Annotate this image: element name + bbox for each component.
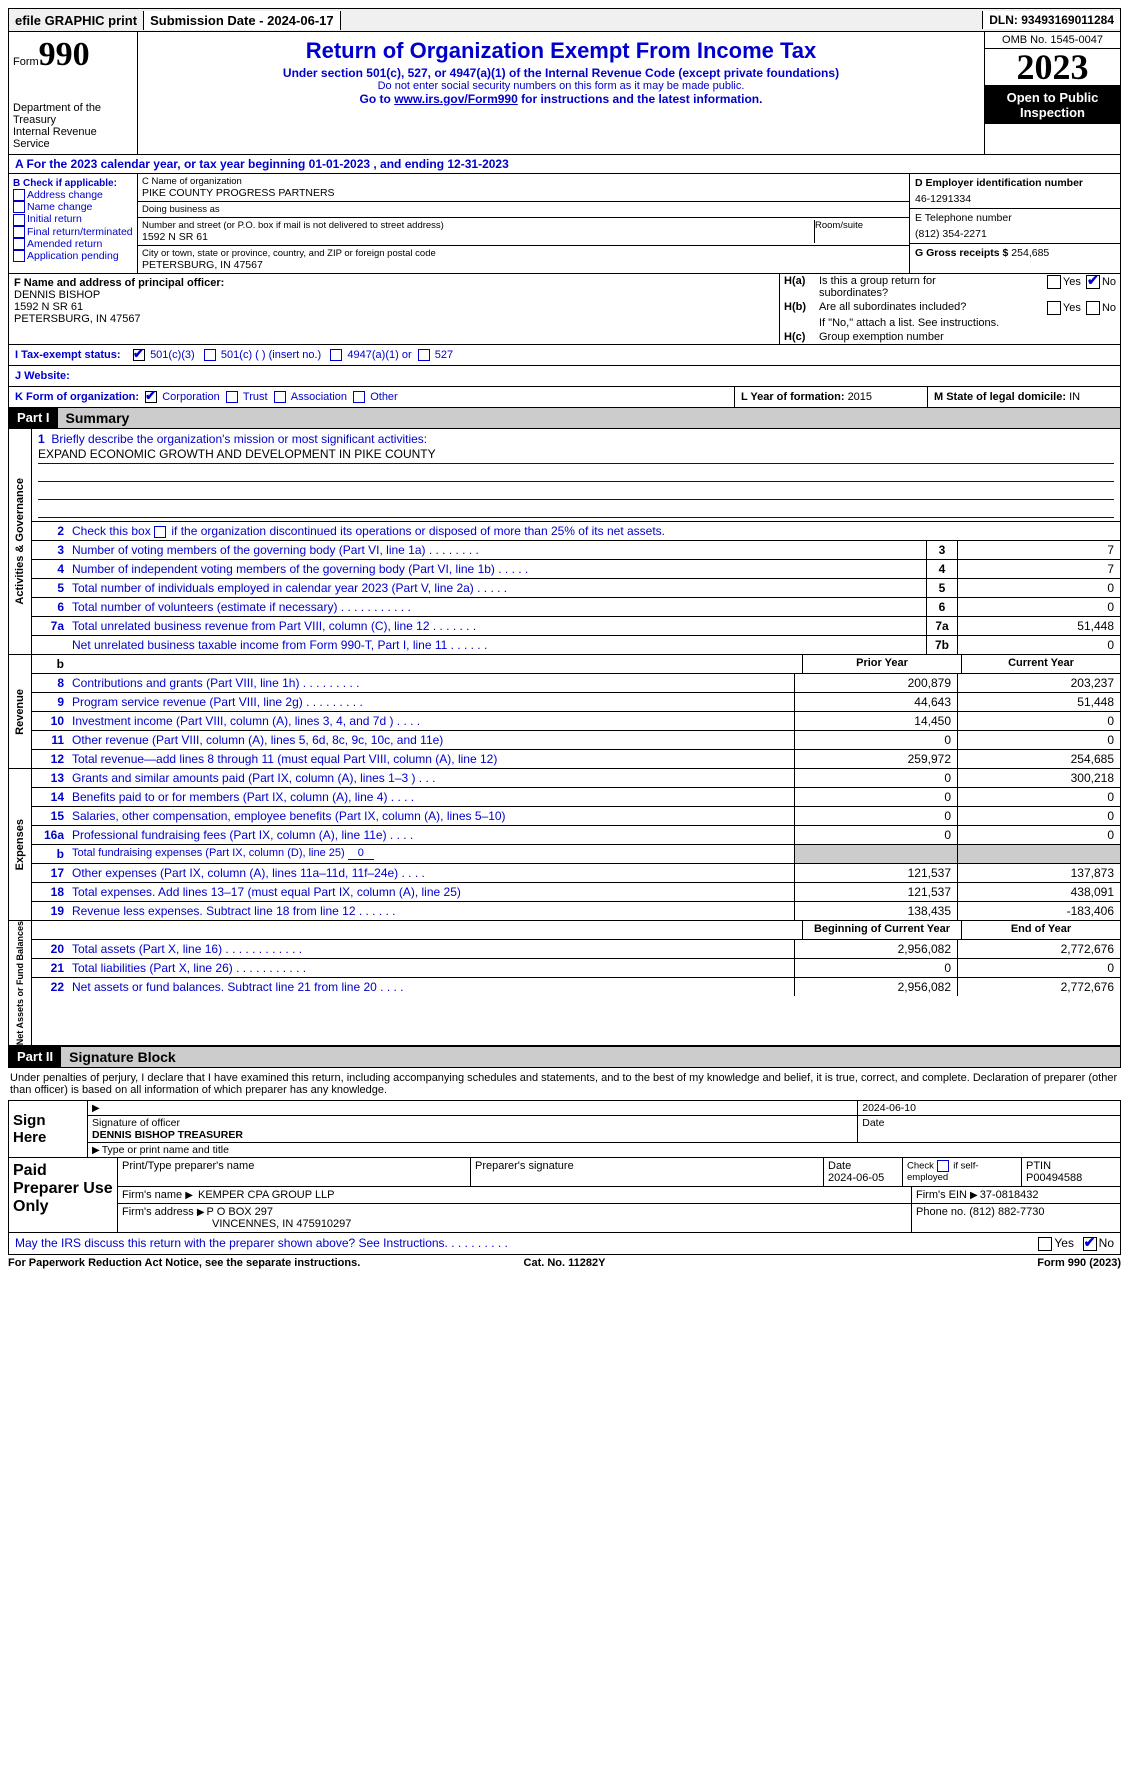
perjury-statement: Under penalties of perjury, I declare th… bbox=[8, 1068, 1121, 1101]
val-line5: 0 bbox=[957, 579, 1120, 597]
vlabel-governance: Activities & Governance bbox=[14, 478, 26, 605]
vlabel-revenue: Revenue bbox=[14, 689, 26, 735]
form-title: Return of Organization Exempt From Incom… bbox=[144, 38, 978, 64]
box-h: H(a) Is this a group return for subordin… bbox=[780, 274, 1120, 344]
box-d-e-g: D Employer identification number 46-1291… bbox=[909, 174, 1120, 273]
paid-preparer-block: Paid Preparer Use Only Print/Type prepar… bbox=[8, 1158, 1121, 1233]
section-governance: Activities & Governance 1 Briefly descri… bbox=[8, 429, 1121, 655]
checkbox-501c[interactable] bbox=[204, 349, 216, 361]
val-line6: 0 bbox=[957, 598, 1120, 616]
form-header: Form990 Department of the Treasury Inter… bbox=[8, 32, 1121, 155]
checkbox-final-return[interactable] bbox=[13, 226, 25, 238]
mission-text: EXPAND ECONOMIC GROWTH AND DEVELOPMENT I… bbox=[38, 446, 1114, 464]
row-klm: K Form of organization: Corporation Trus… bbox=[8, 387, 1121, 408]
page-footer: For Paperwork Reduction Act Notice, see … bbox=[8, 1255, 1121, 1269]
top-bar: efile GRAPHIC print Submission Date - 20… bbox=[8, 8, 1121, 32]
firm-name: KEMPER CPA GROUP LLP bbox=[198, 1189, 335, 1201]
year-block: OMB No. 1545-0047 2023 Open to Public In… bbox=[984, 32, 1120, 154]
form-id-block: Form990 Department of the Treasury Inter… bbox=[9, 32, 138, 154]
checkbox-ha-no[interactable] bbox=[1086, 275, 1100, 289]
preparer-date: 2024-06-05 bbox=[828, 1172, 884, 1184]
checkbox-hb-yes[interactable] bbox=[1047, 301, 1061, 315]
street-address: 1592 N SR 61 bbox=[142, 231, 814, 243]
val-line4: 7 bbox=[957, 560, 1120, 578]
checkbox-self-employed[interactable] bbox=[937, 1160, 949, 1172]
year-formation: 2015 bbox=[848, 391, 872, 403]
form-number: 990 bbox=[39, 36, 90, 73]
checkbox-ha-yes[interactable] bbox=[1047, 275, 1061, 289]
checkbox-other[interactable] bbox=[353, 391, 365, 403]
form-title-block: Return of Organization Exempt From Incom… bbox=[138, 32, 984, 154]
gross-receipts: 254,685 bbox=[1011, 247, 1049, 259]
checkbox-name-change[interactable] bbox=[13, 201, 25, 213]
checkbox-association[interactable] bbox=[274, 391, 286, 403]
checkbox-501c3[interactable] bbox=[133, 349, 145, 361]
row-i-tax-exempt: I Tax-exempt status: 501(c)(3) 501(c) ( … bbox=[8, 345, 1121, 366]
checkbox-amended-return[interactable] bbox=[13, 238, 25, 250]
dept-treasury: Department of the Treasury Internal Reve… bbox=[13, 102, 133, 150]
row-j-website: J Website: bbox=[8, 366, 1121, 387]
checkbox-application-pending[interactable] bbox=[13, 250, 25, 262]
city-state-zip: PETERSBURG, IN 47567 bbox=[142, 259, 905, 271]
section-net-assets: Net Assets or Fund Balances Beginning of… bbox=[8, 921, 1121, 1046]
section-fh: F Name and address of principal officer:… bbox=[8, 273, 1121, 345]
vlabel-expenses: Expenses bbox=[14, 819, 26, 870]
submission-date: Submission Date - 2024-06-17 bbox=[144, 11, 341, 30]
irs-link[interactable]: www.irs.gov/Form990 bbox=[394, 92, 518, 106]
checkbox-address-change[interactable] bbox=[13, 189, 25, 201]
efile-print-label: efile GRAPHIC print bbox=[9, 11, 144, 30]
checkbox-corporation[interactable] bbox=[145, 391, 157, 403]
val-line7b: 0 bbox=[957, 636, 1120, 654]
checkbox-discuss-yes[interactable] bbox=[1038, 1237, 1052, 1251]
org-name: PIKE COUNTY PROGRESS PARTNERS bbox=[142, 187, 905, 199]
checkbox-discuss-no[interactable] bbox=[1083, 1237, 1097, 1251]
checkbox-4947[interactable] bbox=[330, 349, 342, 361]
box-c: C Name of organization PIKE COUNTY PROGR… bbox=[138, 174, 909, 273]
part-i-header: Part I Summary bbox=[8, 408, 1121, 429]
tax-year: 2023 bbox=[985, 49, 1120, 86]
sign-here-block: Sign Here 2024-06-10 Signature of office… bbox=[8, 1101, 1121, 1158]
officer-sig-date: 2024-06-10 bbox=[858, 1101, 1120, 1115]
dln: DLN: 93493169011284 bbox=[982, 11, 1120, 29]
box-f: F Name and address of principal officer:… bbox=[9, 274, 780, 344]
firm-ein: 37-0818432 bbox=[980, 1189, 1039, 1201]
checkbox-trust[interactable] bbox=[226, 391, 238, 403]
section-expenses: Expenses 13Grants and similar amounts pa… bbox=[8, 769, 1121, 921]
preparer-phone: (812) 882-7730 bbox=[969, 1206, 1044, 1218]
val-line7a: 51,448 bbox=[957, 617, 1120, 635]
row-a-tax-year: A For the 2023 calendar year, or tax yea… bbox=[8, 155, 1121, 174]
section-bcd: B Check if applicable: Address change Na… bbox=[8, 174, 1121, 273]
part-ii-header: Part II Signature Block bbox=[8, 1046, 1121, 1068]
officer-signature-name: DENNIS BISHOP TREASURER bbox=[92, 1129, 243, 1141]
checkbox-initial-return[interactable] bbox=[13, 214, 25, 226]
vlabel-net-assets: Net Assets or Fund Balances bbox=[15, 921, 25, 1045]
officer-name: DENNIS BISHOP bbox=[14, 289, 774, 301]
goto-line: Go to www.irs.gov/Form990 for instructio… bbox=[144, 92, 978, 106]
phone: (812) 354-2271 bbox=[915, 224, 1115, 240]
checkbox-hb-no[interactable] bbox=[1086, 301, 1100, 315]
checkbox-discontinued[interactable] bbox=[154, 526, 166, 538]
state-domicile: IN bbox=[1069, 391, 1080, 403]
open-inspection: Open to Public Inspection bbox=[985, 86, 1120, 124]
checkbox-527[interactable] bbox=[418, 349, 430, 361]
ptin: P00494588 bbox=[1026, 1172, 1082, 1184]
irs-discuss-question: May the IRS discuss this return with the… bbox=[8, 1233, 1121, 1255]
section-revenue: Revenue bPrior YearCurrent Year 8Contrib… bbox=[8, 655, 1121, 769]
val-line3: 7 bbox=[957, 541, 1120, 559]
box-b: B Check if applicable: Address change Na… bbox=[9, 174, 138, 273]
ein: 46-1291334 bbox=[915, 189, 1115, 205]
